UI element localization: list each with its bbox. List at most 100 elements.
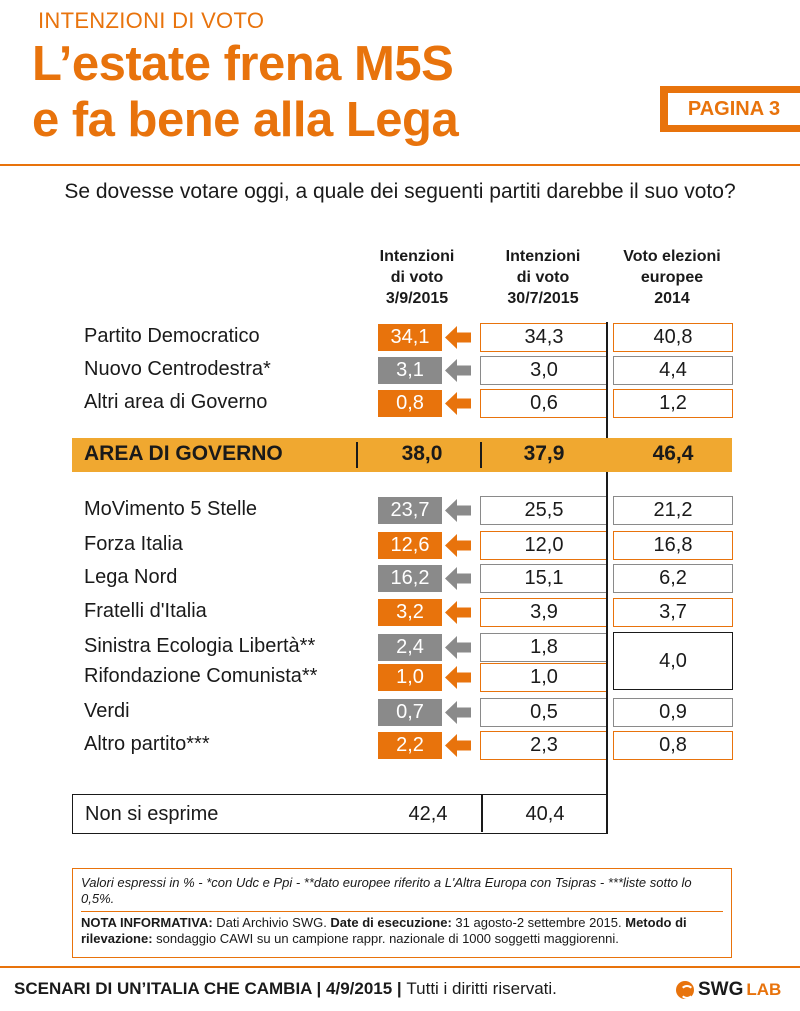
left-arrow-icon: [445, 499, 471, 522]
column-header-line: 3/9/2015: [385, 290, 449, 307]
no-answer-label: Non si esprime: [85, 803, 219, 825]
footer-rights: Tutti i diritti riservati.: [406, 979, 557, 998]
party-name: Fratelli d'Italia: [84, 600, 207, 622]
nota-text: Dati Archivio SWG.: [212, 915, 331, 930]
footer-separator: |: [311, 979, 327, 998]
column-header-current: Intenzioni di voto 3/9/2015: [352, 246, 482, 309]
left-arrow-icon: [445, 701, 471, 724]
column-header-line: di voto: [516, 269, 570, 286]
european-value: 1,2: [613, 389, 733, 418]
left-arrow-icon: [445, 666, 471, 689]
current-value: 16,2: [378, 565, 442, 592]
previous-value: 25,5: [480, 496, 608, 525]
date-text: 31 agosto-2 settembre 2015.: [451, 915, 626, 930]
column-header-line: europee: [640, 269, 704, 286]
european-value: 6,2: [613, 564, 733, 593]
column-divider: [606, 322, 608, 834]
section-kicker: INTENZIONI DI VOTO: [38, 8, 265, 33]
left-arrow-icon: [445, 567, 471, 590]
european-value: 3,7: [613, 598, 733, 627]
government-area-previous: 37,9: [523, 442, 565, 465]
page-badge: PAGINA 3: [666, 91, 800, 127]
notes-informativa: NOTA INFORMATIVA: Dati Archivio SWG. Dat…: [81, 915, 687, 946]
column-header-line: Intenzioni: [379, 248, 455, 265]
logo-lab-text: LAB: [746, 980, 782, 999]
left-arrow-icon: [445, 734, 471, 757]
current-value: 0,7: [378, 699, 442, 726]
no-answer-separator: [481, 795, 483, 832]
left-arrow-icon: [445, 534, 471, 557]
european-merged-cell: 4,0: [613, 632, 733, 690]
party-name: MoVimento 5 Stelle: [84, 498, 258, 520]
header-rule: [0, 164, 800, 166]
notes-box: Valori espressi in % - *con Udc e Ppi - …: [72, 868, 732, 958]
column-header-previous: Intenzioni di voto 30/7/2015: [478, 246, 608, 309]
left-arrow-icon: [445, 601, 471, 624]
current-value: 3,2: [378, 599, 442, 626]
left-arrow-icon: [445, 636, 471, 659]
european-value: 40,8: [613, 323, 733, 352]
no-answer-previous: 40,4: [525, 803, 565, 825]
previous-value: 34,3: [480, 323, 608, 352]
party-name: Forza Italia: [84, 533, 183, 555]
table-row: Partito Democratico 34,1 34,3 40,8: [0, 322, 800, 352]
footer-date: 4/9/2015: [326, 979, 393, 998]
european-value: 0,8: [613, 731, 733, 760]
column-header-line: Intenzioni: [505, 248, 581, 265]
column-header-line: di voto: [390, 269, 444, 286]
title-line-1: L’estate frena M5S: [32, 37, 454, 91]
column-header-line: Voto elezioni: [623, 248, 721, 265]
swg-lab-logo: SWG LAB: [676, 977, 781, 1003]
no-answer-current: 42,4: [408, 803, 448, 825]
european-value: 21,2: [613, 496, 733, 525]
footer: SCENARI DI UN’ITALIA CHE CAMBIA | 4/9/20…: [14, 979, 557, 999]
swg-globe-icon: [676, 981, 694, 999]
table-row: Nuovo Centrodestra* 3,1 3,0 4,4: [0, 355, 800, 385]
current-value: 2,4: [378, 634, 442, 661]
previous-value: 0,6: [480, 389, 608, 418]
survey-question: Se dovesse votare oggi, a quale dei segu…: [64, 180, 736, 203]
party-name: Altro partito***: [84, 733, 210, 755]
european-value: 16,8: [613, 531, 733, 560]
table-row: MoVimento 5 Stelle 23,7 25,5 21,2: [0, 495, 800, 525]
column-header-line: 2014: [654, 290, 690, 307]
no-answer-row: Non si esprime 42,4 40,4: [72, 794, 608, 834]
table-row: Verdi 0,7 0,5 0,9: [0, 697, 800, 727]
government-area-separator: [480, 442, 482, 468]
current-value: 34,1: [378, 324, 442, 351]
party-name: Sinistra Ecologia Libertà**: [84, 635, 316, 657]
previous-value: 12,0: [480, 531, 608, 560]
method-text: sondaggio CAWI su un campione rappr. naz…: [152, 931, 619, 946]
party-name: Nuovo Centrodestra*: [84, 358, 271, 380]
current-value: 3,1: [378, 357, 442, 384]
table-row: Lega Nord 16,2 15,1 6,2: [0, 563, 800, 593]
left-arrow-icon: [445, 359, 471, 382]
party-name: Partito Democratico: [84, 325, 260, 347]
column-header-line: 30/7/2015: [507, 290, 579, 307]
current-value: 0,8: [378, 390, 442, 417]
table-row: Fratelli d'Italia 3,2 3,9 3,7: [0, 597, 800, 627]
party-name: Verdi: [84, 700, 130, 722]
party-name: Rifondazione Comunista**: [84, 665, 318, 687]
current-value: 23,7: [378, 497, 442, 524]
previous-value: 2,3: [480, 731, 608, 760]
table-row: Altri area di Governo 0,8 0,6 1,2: [0, 388, 800, 418]
footer-series-title: SCENARI DI UN’ITALIA CHE CAMBIA: [14, 979, 312, 998]
previous-value: 0,5: [480, 698, 608, 727]
current-value: 12,6: [378, 532, 442, 559]
previous-value: 1,0: [480, 663, 608, 692]
european-value: 4,4: [613, 356, 733, 385]
government-area-separator: [356, 442, 358, 468]
previous-value: 1,8: [480, 633, 608, 662]
previous-value: 3,9: [480, 598, 608, 627]
column-header-european: Voto elezioni europee 2014: [604, 246, 740, 309]
current-value: 2,2: [378, 732, 442, 759]
table-row: Sinistra Ecologia Libertà** 2,4 1,8: [0, 632, 800, 662]
party-name: Altri area di Governo: [84, 391, 268, 413]
nota-label: NOTA INFORMATIVA:: [81, 915, 213, 930]
left-arrow-icon: [445, 392, 471, 415]
header: INTENZIONI DI VOTO L’estate frena M5S e …: [0, 0, 800, 168]
government-area-current: 38,0: [401, 442, 443, 465]
page-title: L’estate frena M5S e fa bene alla Lega: [32, 36, 459, 148]
title-line-2: e fa bene alla Lega: [32, 93, 459, 147]
